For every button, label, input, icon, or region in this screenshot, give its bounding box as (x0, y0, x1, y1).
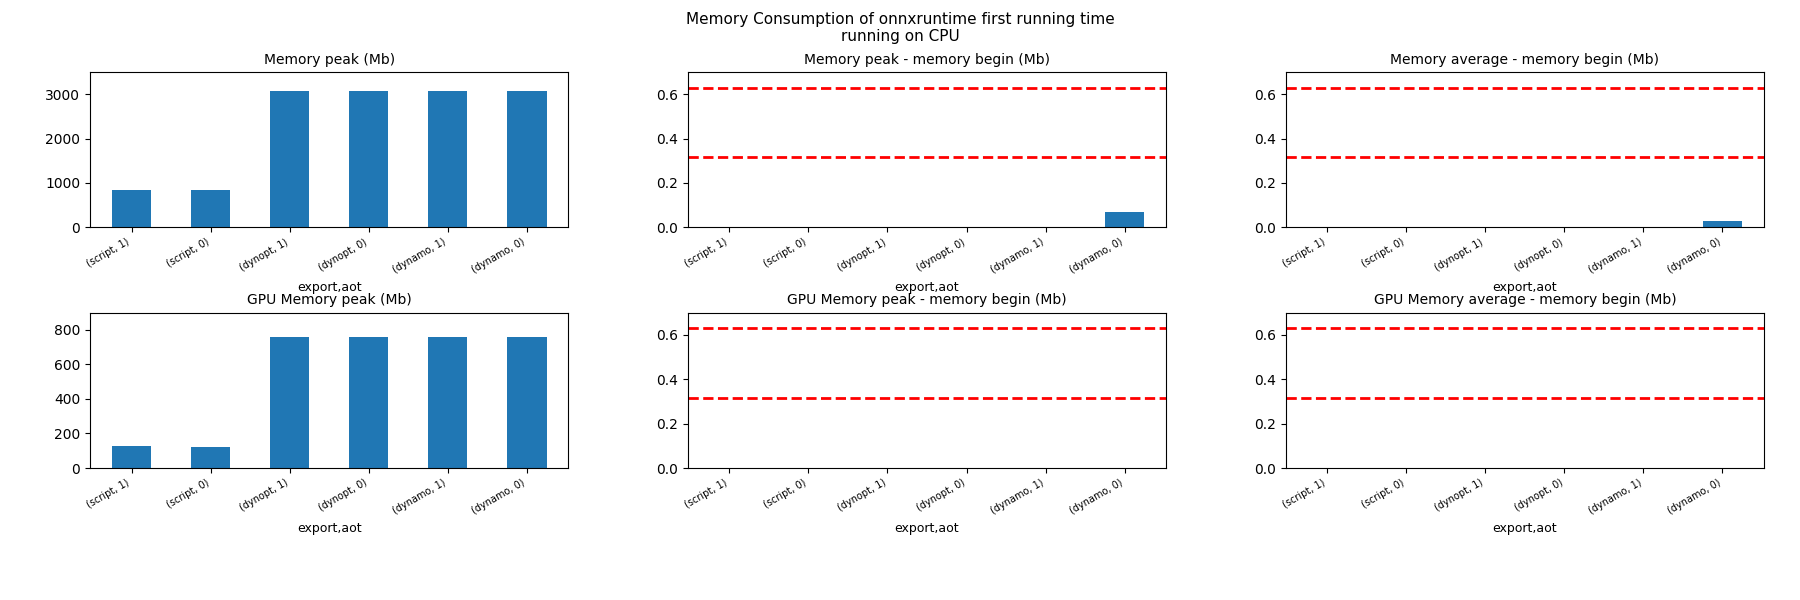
X-axis label: export,aot: export,aot (895, 281, 959, 294)
X-axis label: export,aot: export,aot (1492, 281, 1557, 294)
Title: GPU Memory peak (Mb): GPU Memory peak (Mb) (247, 293, 412, 307)
X-axis label: export,aot: export,aot (297, 521, 362, 535)
Text: Memory Consumption of onnxruntime first running time
running on CPU: Memory Consumption of onnxruntime first … (686, 12, 1114, 44)
Bar (191, 190, 230, 227)
Title: Memory peak (Mb): Memory peak (Mb) (263, 53, 394, 67)
Title: GPU Memory peak - memory begin (Mb): GPU Memory peak - memory begin (Mb) (787, 293, 1067, 307)
Title: Memory peak - memory begin (Mb): Memory peak - memory begin (Mb) (805, 53, 1049, 67)
Bar (191, 447, 230, 468)
Bar (349, 337, 389, 468)
Title: Memory average - memory begin (Mb): Memory average - memory begin (Mb) (1390, 53, 1660, 67)
X-axis label: export,aot: export,aot (895, 521, 959, 535)
Bar (428, 91, 468, 227)
Bar (270, 91, 310, 227)
Bar (1703, 221, 1742, 227)
Bar (112, 446, 151, 468)
X-axis label: export,aot: export,aot (297, 281, 362, 294)
Bar (112, 190, 151, 227)
Bar (1105, 212, 1145, 227)
Bar (508, 91, 547, 227)
Bar (349, 91, 389, 227)
Bar (508, 337, 547, 468)
X-axis label: export,aot: export,aot (1492, 521, 1557, 535)
Bar (270, 337, 310, 468)
Title: GPU Memory average - memory begin (Mb): GPU Memory average - memory begin (Mb) (1373, 293, 1676, 307)
Bar (428, 337, 468, 468)
